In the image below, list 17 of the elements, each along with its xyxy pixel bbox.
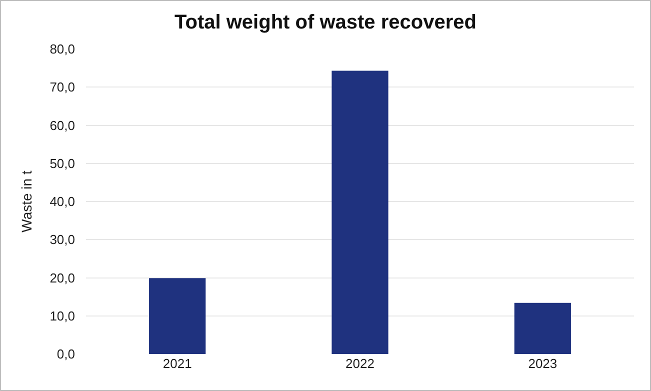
y-tick-label: 80,0 (50, 42, 75, 57)
y-axis-title: Waste in t (18, 170, 34, 232)
y-tick-label: 10,0 (50, 308, 75, 324)
y-tick-label: 60,0 (50, 118, 75, 133)
chart-title: Total weight of waste recovered (174, 12, 476, 34)
y-tick-label: 40,0 (50, 194, 75, 210)
y-tick-label: 70,0 (50, 80, 75, 95)
y-tick-label: 0,0 (56, 346, 75, 362)
y-tick-label: 30,0 (50, 232, 75, 248)
bar (332, 70, 388, 354)
y-tick-label: 50,0 (50, 156, 75, 171)
y-tick-label: 20,0 (50, 270, 75, 286)
x-tick-label: 2023 (528, 356, 558, 371)
bar (514, 302, 571, 354)
bar (149, 278, 206, 354)
x-tick-label: 2022 (346, 356, 374, 371)
x-tick-label: 2021 (162, 356, 192, 371)
